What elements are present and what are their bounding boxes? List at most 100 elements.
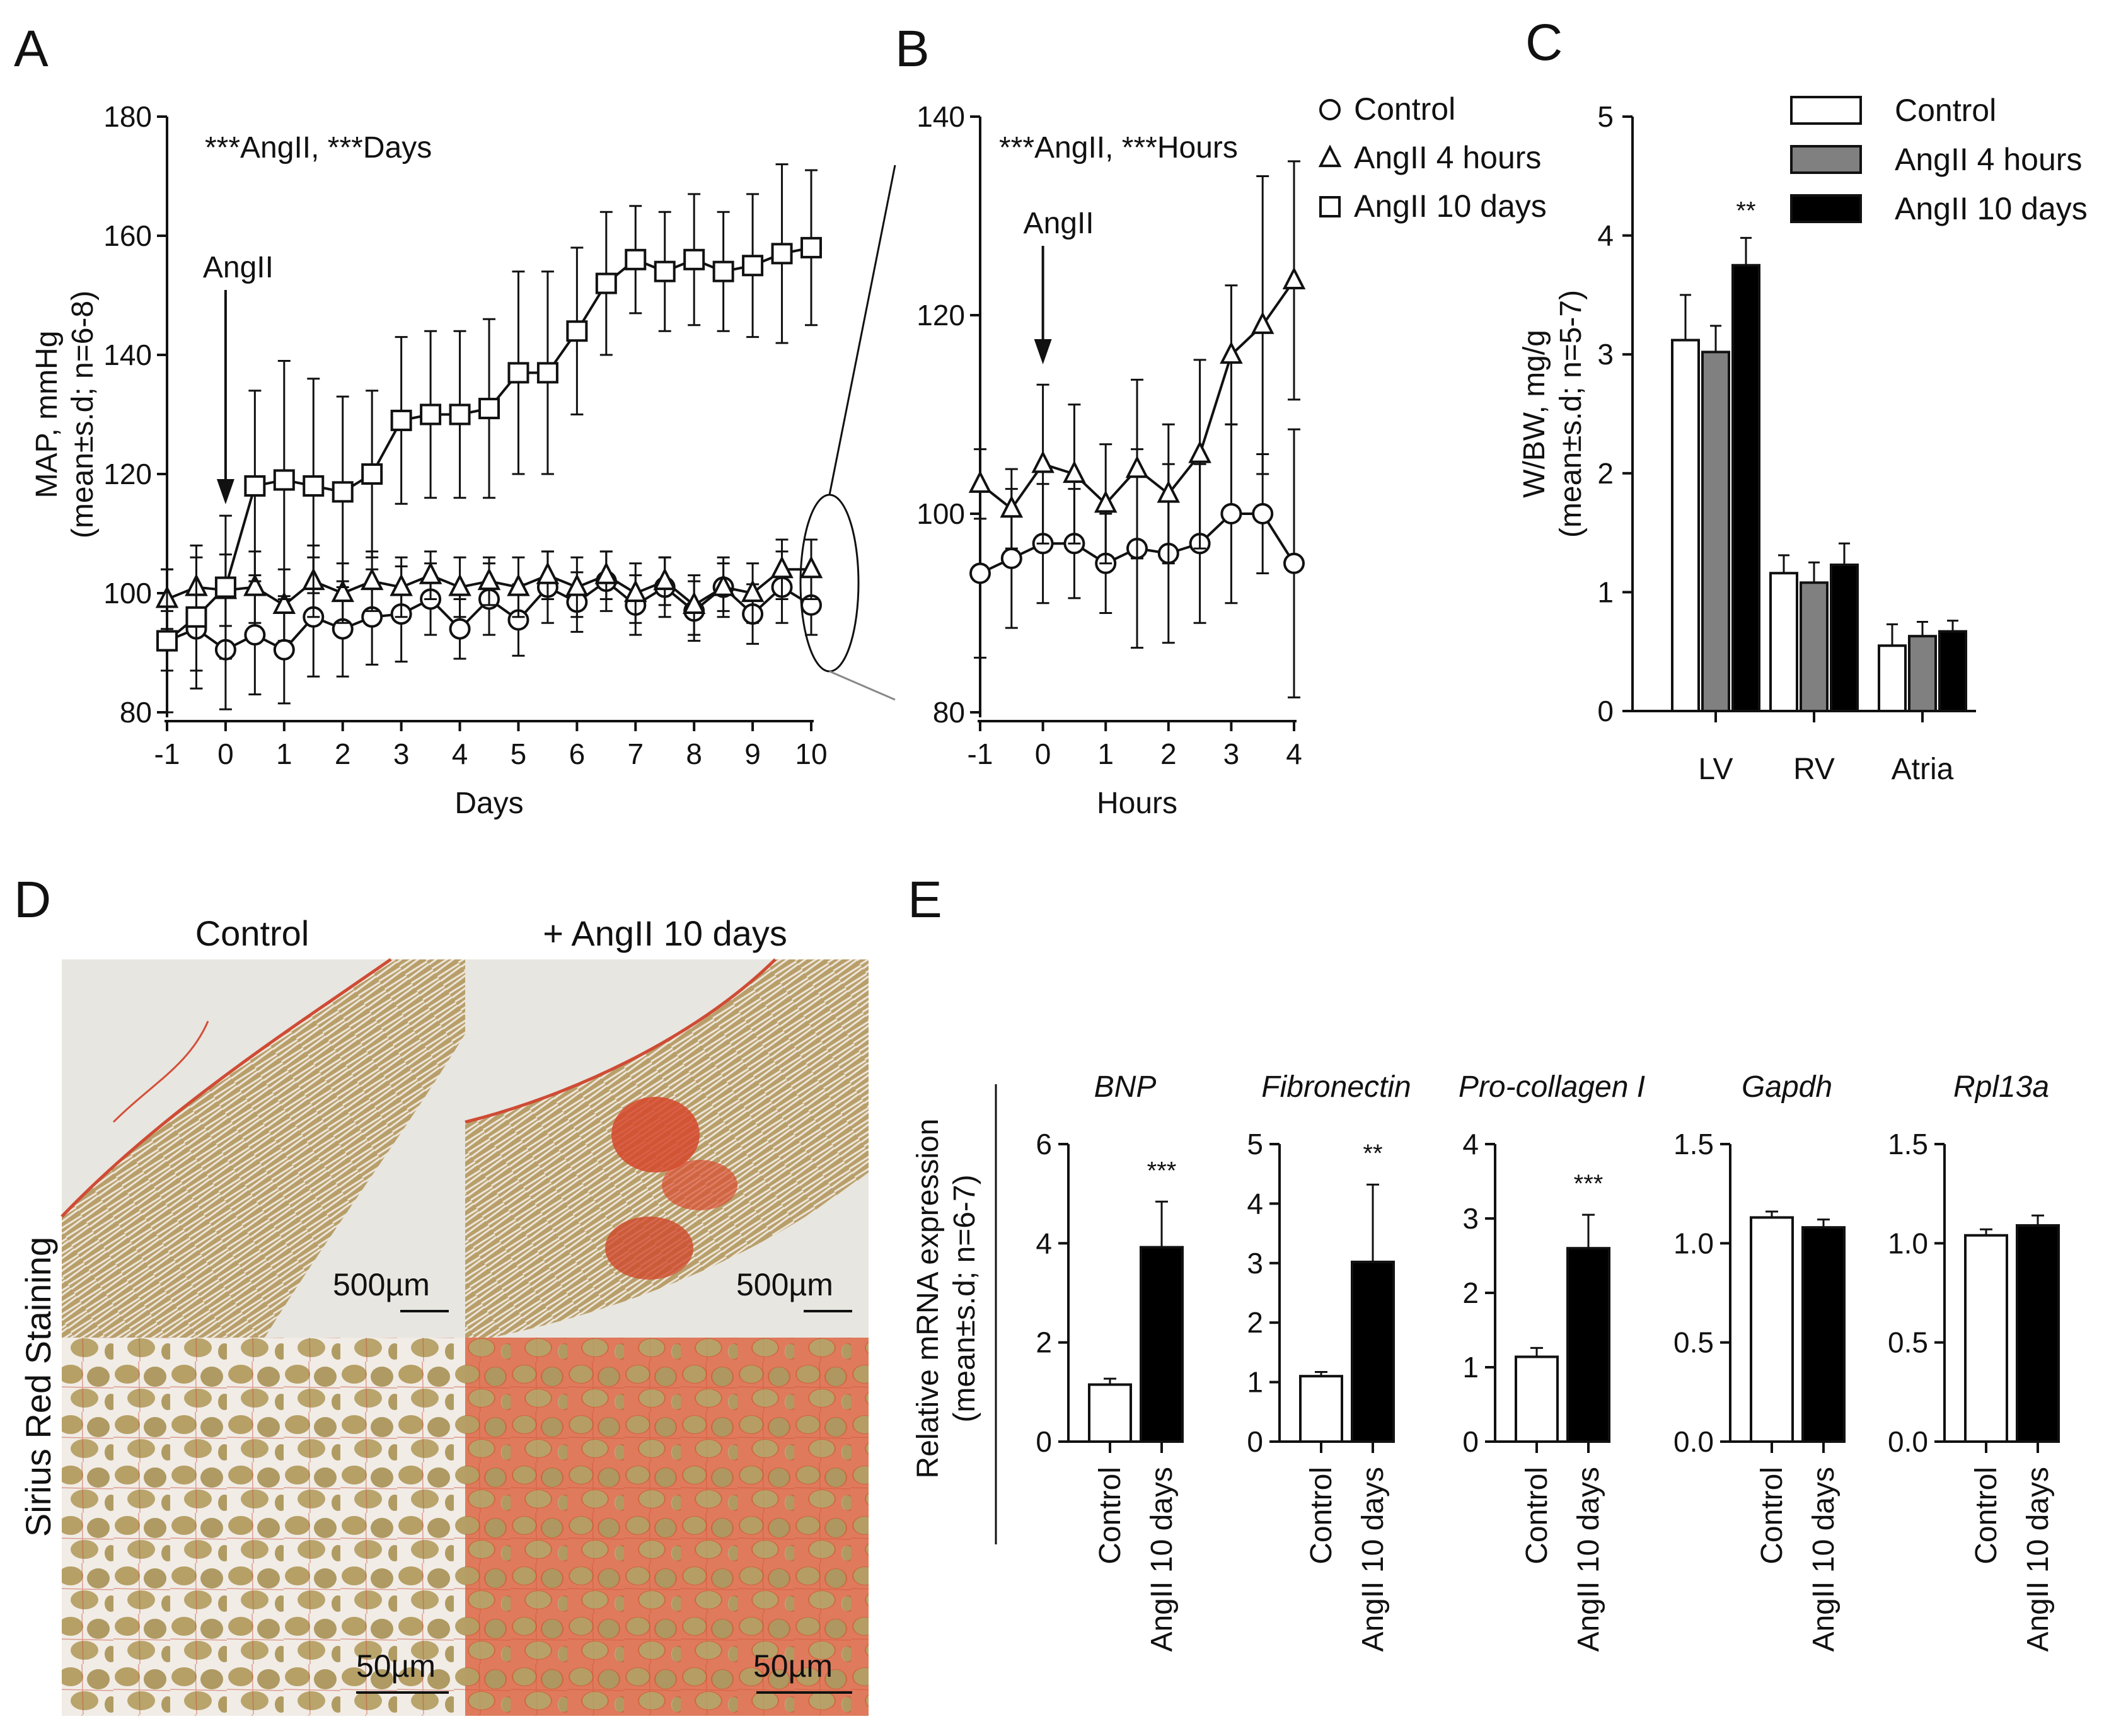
bar (1750, 1216, 1794, 1443)
y-tick-label: 0 (1597, 695, 1614, 727)
panel-letter-a: A (14, 20, 49, 78)
y-tick-label: 1.5 (1888, 1128, 1928, 1160)
bar (1964, 1234, 2008, 1444)
data-point (360, 567, 384, 591)
data-point (536, 562, 560, 584)
x-tick-label: 2 (1160, 738, 1177, 770)
y-tick-label: 140 (103, 339, 152, 371)
data-point (1220, 341, 1243, 364)
data-point (156, 630, 178, 652)
data-point (243, 573, 267, 596)
panel-letter-e: E (908, 871, 942, 929)
data-point (770, 555, 794, 579)
scale-bar-control-low: 500µm (333, 1267, 430, 1302)
data-point (654, 260, 676, 282)
y-tick-label: 100 (103, 577, 152, 610)
photo-control-low: 500µm (61, 958, 465, 1338)
y-tick-label: 1 (1597, 576, 1614, 608)
y-tick-label: 4 (1036, 1227, 1052, 1259)
y-tick-label: 0.0 (1673, 1425, 1714, 1458)
x-tick-label: 4 (1286, 738, 1302, 770)
y-tick-label: 100 (916, 497, 965, 530)
data-point (303, 475, 325, 497)
x-tick-label: 2 (335, 738, 351, 770)
data-point (244, 624, 266, 646)
legend-label: Control (1895, 93, 1996, 128)
y-tick-label: 0.0 (1888, 1425, 1928, 1458)
data-point (273, 639, 295, 661)
data-point (1282, 267, 1306, 289)
y-tick-label: 2 (1597, 457, 1614, 490)
data-point (449, 403, 471, 425)
data-point (331, 579, 354, 603)
category-label: AngII 10 days (1807, 1467, 1841, 1652)
y-tick-label: 160 (103, 219, 152, 252)
data-point (507, 362, 529, 384)
category-label: Control (1305, 1467, 1338, 1565)
panel-e: Relative mRNA expression (mean±s.d; n=6-7… (911, 1070, 2060, 1652)
data-point (712, 260, 734, 282)
panel-b: 80 100 120 140 -1 0 1 2 3 4 Hours ***AngII, ***Hour… (916, 91, 1547, 820)
significance-label: *** (1574, 1170, 1604, 1198)
data-point (1188, 440, 1211, 463)
data-point (566, 320, 588, 342)
y-axis-label-2: (mean±s.d; n=6-8) (66, 291, 100, 538)
y-tick-label: 0 (1036, 1425, 1052, 1458)
bar (1801, 1226, 1846, 1444)
y-tick-label: 1.5 (1673, 1128, 1714, 1160)
histology-col-angii: + AngII 10 days (543, 913, 787, 953)
x-tick-label: 5 (511, 738, 527, 770)
x-tick-label: 0 (1035, 738, 1051, 770)
bar (1938, 630, 1967, 712)
legend-swatch (1790, 194, 1862, 223)
y-tick-label: 2 (1462, 1276, 1479, 1309)
data-point (390, 573, 413, 596)
data-point (273, 469, 295, 491)
scale-bar-angii-high: 50µm (753, 1648, 833, 1684)
category-label: Atria (1892, 753, 1954, 786)
data-point (214, 576, 236, 598)
subplot-bnp: 0 2 4 6 BNP Control AngII 10 days *** (1036, 1070, 1184, 1652)
category-label: LV (1698, 753, 1733, 786)
x-tick-label: -1 (154, 738, 180, 770)
data-point (1157, 480, 1181, 503)
data-point (1220, 503, 1242, 524)
x-tick-label: 4 (452, 738, 468, 770)
data-point (1125, 455, 1149, 478)
subplot-fibronectin: 0 1 2 3 4 5 Fibronectin Control AngII 10 days ** (1247, 1070, 1411, 1652)
y-tick-label: 120 (916, 299, 965, 332)
category-label: Control (1755, 1467, 1789, 1565)
y-tick-label: 120 (103, 458, 152, 490)
y-tick-label: 4 (1597, 219, 1614, 252)
photo-control-high: 50µm (62, 1338, 465, 1716)
y-tick-label: 5 (1247, 1128, 1263, 1160)
x-tick-label: 6 (569, 738, 586, 770)
significance-label: ** (1736, 197, 1755, 224)
data-point (969, 562, 991, 584)
category-label: AngII 10 days (1145, 1467, 1179, 1652)
gene-title: Pro-collagen I (1459, 1070, 1645, 1104)
legend-label: Control (1354, 91, 1455, 127)
data-point (536, 362, 558, 384)
legend-label: AngII 10 days (1354, 188, 1547, 224)
data-point (683, 248, 705, 270)
x-tick-label: 3 (1223, 738, 1240, 770)
category-label: Control (1970, 1467, 2003, 1565)
zoom-ellipse (799, 494, 860, 673)
chart-title: ***AngII, ***Days (205, 131, 432, 165)
gene-title: BNP (1094, 1070, 1157, 1104)
data-point (771, 243, 793, 265)
data-point (185, 606, 207, 628)
category-label: AngII 10 days (1356, 1467, 1390, 1652)
y-tick-label: 4 (1247, 1187, 1263, 1220)
y-tick-label: 5 (1597, 100, 1614, 133)
angii-label: AngII (203, 251, 274, 284)
data-point (477, 567, 501, 591)
y-tick-label: 80 (120, 696, 152, 729)
data-point (449, 618, 471, 640)
data-point (361, 463, 383, 485)
data-point (390, 409, 412, 431)
y-tick-label: 0.5 (1888, 1326, 1928, 1359)
y-tick-label: 3 (1247, 1247, 1263, 1280)
bar (1088, 1383, 1132, 1444)
